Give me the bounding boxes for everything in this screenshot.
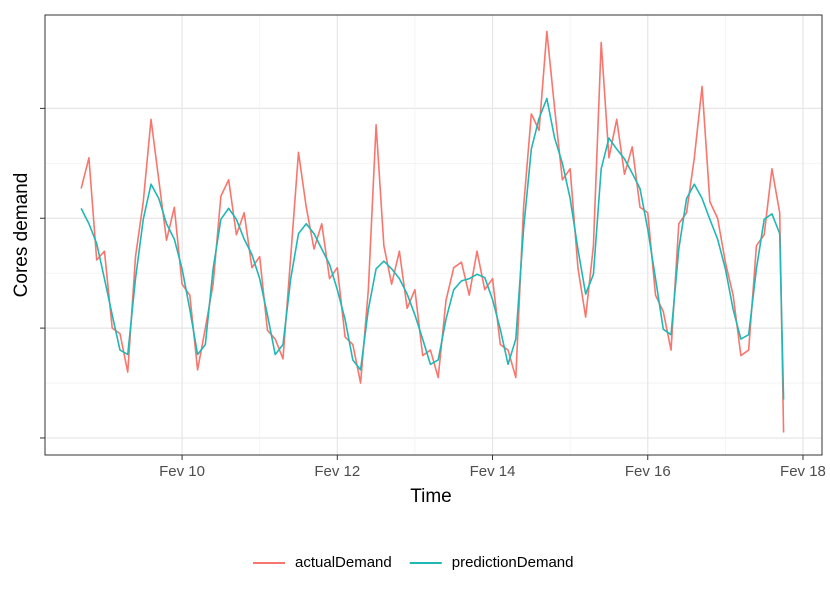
x-tick-label: Fev 18 [780, 463, 826, 480]
panel-border [44, 14, 823, 456]
x-tick-label: Fev 16 [625, 463, 671, 480]
series-line [80, 97, 785, 400]
series-line [80, 30, 785, 433]
x-tick-label: Fev 10 [159, 463, 205, 480]
x-tick-label: Fev 12 [314, 463, 360, 480]
x-axis-title: Time [410, 486, 452, 507]
legend-label: predictionDemand [452, 554, 574, 571]
legend-label: actualDemand [295, 554, 392, 571]
grid [45, 15, 822, 455]
legend: actualDemand predictionDemand [253, 554, 573, 571]
y-axis-title: Cores demand [11, 173, 32, 298]
plot-lines [80, 30, 785, 433]
x-tick-label: Fev 14 [470, 463, 516, 480]
